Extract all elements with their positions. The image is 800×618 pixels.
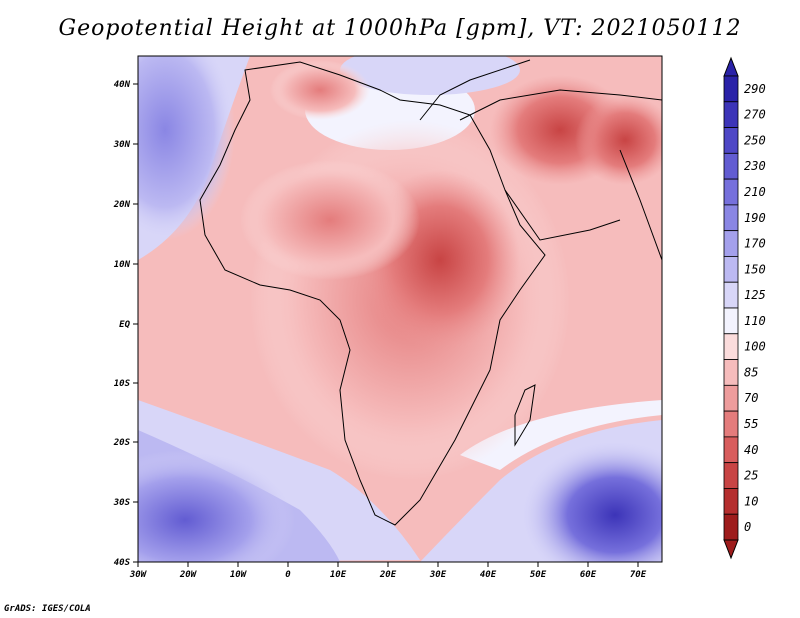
lon-label: 10E bbox=[330, 570, 347, 580]
colorbar-label: 85 bbox=[744, 365, 758, 379]
colorbar-label: 100 bbox=[744, 340, 766, 354]
colorbar-label: 0 bbox=[744, 520, 751, 534]
colorbar-top-arrow bbox=[723, 56, 739, 77]
colorbar: 2902702502302101901701501251101008570554… bbox=[723, 56, 766, 560]
colorbar-swatch bbox=[723, 127, 739, 154]
lon-label: 30W bbox=[129, 570, 148, 580]
colorbar-label: 150 bbox=[744, 262, 766, 276]
credit-text: GrADS: IGES/COLA bbox=[4, 604, 91, 614]
colorbar-label: 55 bbox=[744, 417, 758, 431]
colorbar-label: 125 bbox=[744, 288, 766, 302]
coastlines bbox=[199, 59, 662, 526]
colorbar-label: 70 bbox=[744, 391, 758, 405]
colorbar-label: 270 bbox=[744, 108, 766, 122]
colorbar-swatch bbox=[723, 333, 739, 360]
lon-label: 50E bbox=[530, 570, 547, 580]
lon-label: 0 bbox=[285, 570, 291, 580]
colorbar-swatch bbox=[723, 384, 739, 412]
lon-label: 40E bbox=[480, 570, 497, 580]
map-frame bbox=[137, 55, 663, 563]
colorbar-swatch bbox=[723, 256, 739, 283]
colorbar-bottom-arrow bbox=[723, 539, 739, 560]
colorbar-swatch bbox=[723, 359, 739, 386]
colorbar-swatch bbox=[723, 488, 739, 515]
colorbar-label: 170 bbox=[744, 237, 766, 251]
colorbar-label: 250 bbox=[744, 133, 766, 147]
colorbar-label: 10 bbox=[744, 494, 758, 508]
longitude-axis: 30W 20W 10W 0 10E 20E 30E 40E 50E 60E 70… bbox=[129, 562, 647, 580]
lat-label: 10N bbox=[114, 260, 131, 270]
lon-label: 10W bbox=[230, 570, 248, 580]
colorbar-swatch bbox=[723, 281, 739, 309]
lat-label: 40N bbox=[114, 80, 131, 90]
lat-label: 30S bbox=[113, 498, 131, 508]
colorbar-label: 190 bbox=[744, 211, 766, 225]
lat-label: 40S bbox=[114, 558, 131, 568]
colorbar-label: 25 bbox=[744, 469, 758, 483]
lat-label: 30N bbox=[113, 140, 131, 150]
colorbar-label: 230 bbox=[744, 159, 766, 173]
lat-label: 20S bbox=[113, 438, 131, 448]
lat-label: 20N bbox=[113, 200, 131, 210]
colorbar-swatch bbox=[723, 307, 739, 335]
colorbar-swatch bbox=[723, 101, 739, 128]
colorbar-swatch bbox=[723, 75, 739, 103]
lat-label: 10S bbox=[114, 379, 131, 389]
lon-label: 20E bbox=[379, 570, 397, 580]
lon-label: 20W bbox=[179, 570, 198, 580]
colorbar-swatch bbox=[723, 513, 739, 541]
colorbar-swatch bbox=[723, 204, 739, 232]
colorbar-swatch bbox=[723, 178, 739, 206]
lon-label: 60E bbox=[580, 570, 597, 580]
colorbar-swatch bbox=[723, 436, 739, 464]
map-title: Geopotential Height at 1000hPa [gpm], VT… bbox=[58, 16, 742, 41]
colorbar-label: 110 bbox=[744, 314, 766, 328]
colorbar-swatch bbox=[723, 230, 739, 257]
colorbar-swatch bbox=[723, 462, 739, 489]
lon-label: 70E bbox=[630, 570, 647, 580]
lat-label: EQ bbox=[119, 320, 130, 330]
latitude-axis: 40N 30N 20N 10N EQ 10S 20S 30S 40S bbox=[113, 80, 138, 568]
height-field bbox=[138, 56, 662, 562]
lon-label: 30E bbox=[429, 570, 447, 580]
colorbar-swatch bbox=[723, 410, 739, 438]
colorbar-label: 290 bbox=[744, 82, 766, 96]
colorbar-swatch bbox=[723, 152, 739, 180]
colorbar-label: 40 bbox=[744, 443, 758, 457]
colorbar-label: 210 bbox=[744, 185, 766, 199]
